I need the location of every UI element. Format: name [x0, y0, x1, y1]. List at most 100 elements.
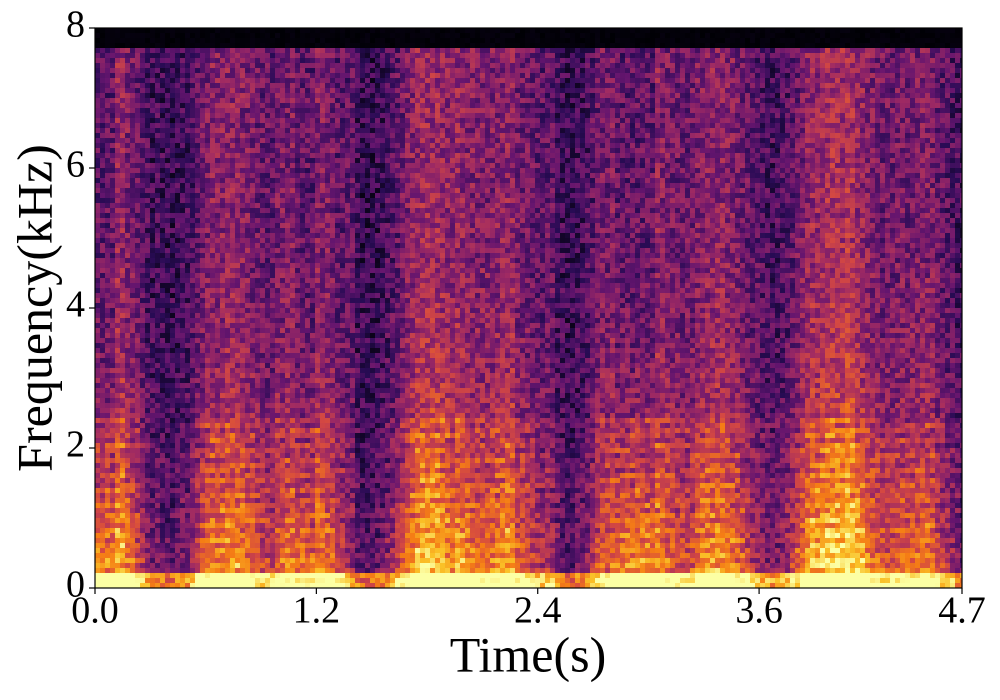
- spectrogram-cell: [150, 78, 155, 83]
- spectrogram-cell: [100, 243, 105, 248]
- spectrogram-cell: [135, 473, 140, 478]
- spectrogram-cell: [185, 223, 190, 228]
- spectrogram-cell: [185, 503, 190, 508]
- spectrogram-cell: [185, 453, 190, 458]
- spectrogram-cell: [200, 553, 205, 558]
- spectrogram-cell: [215, 293, 220, 298]
- spectrogram-cell: [175, 443, 180, 448]
- spectrogram-cell: [120, 458, 125, 463]
- spectrogram-cell: [125, 118, 130, 123]
- spectrogram-cell: [270, 33, 275, 38]
- spectrogram-cell: [305, 178, 310, 183]
- spectrogram-cell: [115, 523, 120, 528]
- spectrogram-cell: [190, 108, 195, 113]
- spectrogram-cell: [225, 383, 230, 388]
- spectrogram-cell: [115, 583, 120, 588]
- spectrogram-cell: [105, 583, 110, 588]
- spectrogram-cell: [255, 48, 260, 53]
- spectrogram-cell: [290, 378, 295, 383]
- spectrogram-cell: [120, 88, 125, 93]
- spectrogram-cell: [95, 408, 100, 413]
- spectrogram-cell: [175, 48, 180, 53]
- spectrogram-cell: [100, 423, 105, 428]
- spectrogram-cell: [145, 308, 150, 313]
- spectrogram-cell: [205, 508, 210, 513]
- spectrogram-cell: [255, 268, 260, 273]
- spectrogram-cell: [95, 128, 100, 133]
- spectrogram-cell: [105, 398, 110, 403]
- spectrogram-cell: [100, 83, 105, 88]
- spectrogram-cell: [205, 233, 210, 238]
- spectrogram-cell: [115, 408, 120, 413]
- spectrogram-cell: [165, 383, 170, 388]
- spectrogram-cell: [225, 528, 230, 533]
- spectrogram-cell: [175, 538, 180, 543]
- spectrogram-cell: [260, 383, 265, 388]
- spectrogram-cell: [250, 143, 255, 148]
- spectrogram-cell: [95, 113, 100, 118]
- spectrogram-cell: [225, 243, 230, 248]
- spectrogram-cell: [220, 388, 225, 393]
- spectrogram-cell: [180, 98, 185, 103]
- spectrogram-cell: [210, 483, 215, 488]
- spectrogram-cell: [125, 43, 130, 48]
- spectrogram-cell: [95, 518, 100, 523]
- spectrogram-cell: [295, 58, 300, 63]
- spectrogram-cell: [165, 378, 170, 383]
- spectrogram-cell: [155, 493, 160, 498]
- spectrogram-cell: [265, 388, 270, 393]
- spectrogram-cell: [240, 558, 245, 563]
- spectrogram-cell: [275, 523, 280, 528]
- spectrogram-cell: [170, 483, 175, 488]
- spectrogram-cell: [150, 108, 155, 113]
- spectrogram-cell: [145, 453, 150, 458]
- spectrogram-cell: [160, 168, 165, 173]
- spectrogram-cell: [195, 258, 200, 263]
- spectrogram-cell: [260, 438, 265, 443]
- spectrogram-cell: [165, 273, 170, 278]
- spectrogram-cell: [140, 213, 145, 218]
- spectrogram-cell: [240, 93, 245, 98]
- spectrogram-cell: [310, 253, 315, 258]
- spectrogram-cell: [290, 508, 295, 513]
- spectrogram-cell: [245, 443, 250, 448]
- spectrogram-cell: [285, 223, 290, 228]
- spectrogram-cell: [160, 73, 165, 78]
- spectrogram-cell: [175, 553, 180, 558]
- spectrogram-cell: [245, 243, 250, 248]
- spectrogram-cell: [200, 123, 205, 128]
- spectrogram-cell: [185, 383, 190, 388]
- spectrogram-cell: [305, 38, 310, 43]
- spectrogram-cell: [300, 558, 305, 563]
- spectrogram-cell: [110, 523, 115, 528]
- spectrogram-cell: [200, 373, 205, 378]
- spectrogram-cell: [245, 423, 250, 428]
- spectrogram-cell: [205, 98, 210, 103]
- spectrogram-cell: [260, 78, 265, 83]
- spectrogram-cell: [220, 463, 225, 468]
- spectrogram-cell: [265, 483, 270, 488]
- spectrogram-cell: [225, 318, 230, 323]
- spectrogram-cell: [260, 523, 265, 528]
- spectrogram-cell: [180, 323, 185, 328]
- spectrogram-cell: [120, 478, 125, 483]
- spectrogram-cell: [130, 383, 135, 388]
- spectrogram-cell: [165, 373, 170, 378]
- spectrogram-cell: [240, 148, 245, 153]
- spectrogram-cell: [245, 153, 250, 158]
- spectrogram-cell: [230, 103, 235, 108]
- spectrogram-cell: [165, 558, 170, 563]
- spectrogram-cell: [235, 518, 240, 523]
- spectrogram-cell: [110, 428, 115, 433]
- spectrogram-cell: [305, 28, 310, 33]
- spectrogram-cell: [215, 208, 220, 213]
- spectrogram-cell: [135, 68, 140, 73]
- spectrogram-cell: [155, 103, 160, 108]
- spectrogram-cell: [295, 38, 300, 43]
- spectrogram-cell: [200, 323, 205, 328]
- spectrogram-cell: [145, 123, 150, 128]
- spectrogram-cell: [200, 188, 205, 193]
- spectrogram-cell: [115, 423, 120, 428]
- spectrogram-cell: [240, 243, 245, 248]
- spectrogram-cell: [215, 278, 220, 283]
